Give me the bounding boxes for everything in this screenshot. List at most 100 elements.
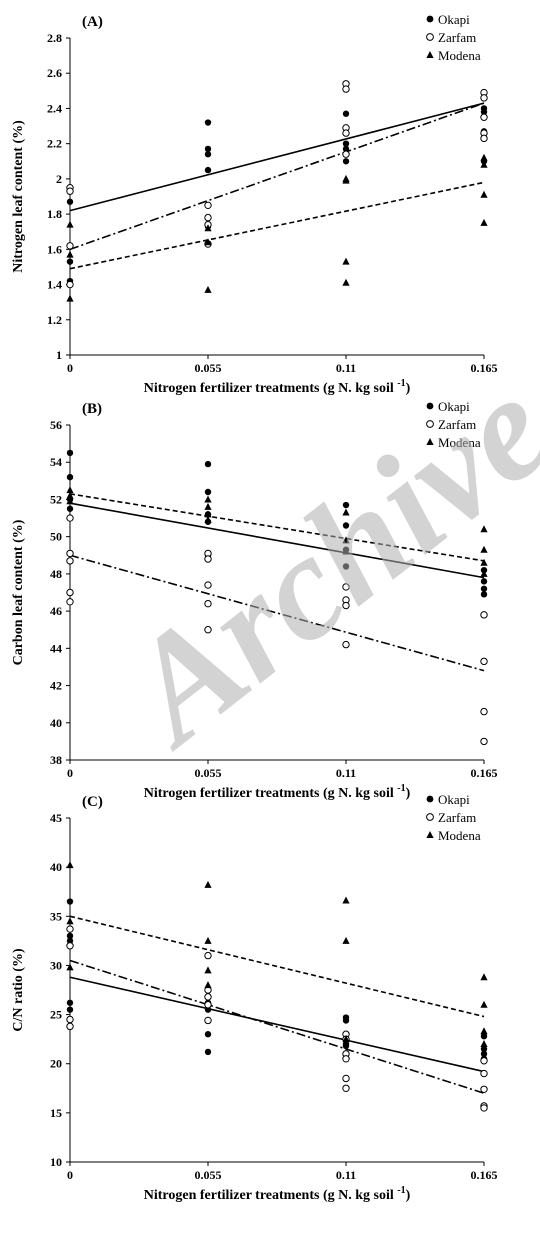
panel-c-point-modena	[204, 966, 212, 974]
panel-b-x-tick-label: 0.055	[195, 766, 222, 780]
panel-c-point-okapi	[480, 1045, 488, 1053]
panel-b-x-tick-label: 0.11	[336, 766, 356, 780]
panel-a-legend-modena-marker	[426, 51, 434, 58]
panel-c-legend-okapi-marker	[426, 795, 434, 803]
panel-c-point-modena	[342, 896, 350, 904]
panel-a-point-okapi	[66, 198, 74, 205]
panel-b-y-tick-label: 56	[50, 418, 62, 432]
panel-a-y-tick-label: 1.6	[47, 242, 62, 256]
panel-b-label: (B)	[82, 401, 102, 417]
panel-a-y-tick-label: 2	[56, 172, 62, 186]
panel-b-x-axis-title: Nitrogen fertilizer treatments (g N. kg …	[144, 783, 411, 801]
panel-b-point-zarfam	[342, 583, 350, 591]
panel-c-point-zarfam	[342, 1074, 350, 1083]
panel-b-point-modena	[480, 569, 488, 577]
panel-a-legend-zarfam-marker	[426, 33, 434, 41]
panel-a-x-tick-label: 0.11	[336, 361, 356, 375]
panel-b-point-zarfam	[66, 598, 74, 606]
panel-a-y-tick-label: 1.4	[47, 278, 62, 292]
panel-b-legend-okapi-marker	[426, 402, 434, 410]
panel-b-point-zarfam	[480, 707, 488, 716]
panel-b-point-modena	[204, 495, 212, 503]
panel-a-point-zarfam	[342, 129, 350, 137]
panel-c-trend-modena	[69, 915, 485, 1018]
panel-b-point-zarfam	[66, 514, 74, 522]
panel-a-x-tick-label: 0.165	[471, 361, 498, 375]
panel-b-point-zarfam	[204, 555, 212, 563]
panel-c-point-zarfam	[480, 1085, 488, 1093]
panel-c-legend-zarfam-marker	[426, 813, 434, 821]
panel-a-legend-zarfam-label: Zarfam	[438, 30, 476, 45]
panel-a-point-zarfam	[66, 187, 74, 195]
panel-c-point-okapi	[204, 1031, 212, 1038]
panel-a-y-tick-label: 2.6	[47, 66, 62, 80]
panel-b-point-modena	[204, 502, 212, 510]
panel-b-point-okapi	[480, 591, 488, 598]
panel-a-point-okapi	[480, 108, 488, 116]
panel-b-point-modena	[66, 491, 74, 499]
panel-b-point-zarfam	[204, 626, 212, 634]
panel-b-point-modena	[480, 558, 488, 566]
panel-a-point-zarfam	[204, 213, 212, 222]
panel-b-y-tick-label: 42	[50, 679, 62, 693]
panel-b-y-axis-title: Carbon leaf content (%)	[11, 519, 26, 665]
panel-a-point-okapi	[66, 258, 74, 265]
panel-b-point-modena	[66, 497, 74, 505]
panel-b-point-zarfam	[480, 737, 488, 746]
panel-a-point-zarfam	[66, 242, 74, 250]
panel-b-trend-modena	[69, 493, 485, 562]
panel-a-label: (A)	[82, 14, 103, 30]
panel-b-y-tick-label: 44	[50, 641, 62, 655]
panel-b-trend-zarfam	[69, 554, 485, 672]
panel-c-point-modena	[204, 936, 212, 944]
panel-c-point-zarfam	[66, 1015, 74, 1024]
panel-b-point-okapi	[480, 578, 488, 585]
panel-b-y-tick-label: 46	[50, 604, 62, 618]
panel-c-x-tick-label: 0.055	[195, 1168, 222, 1182]
panel-a-point-okapi	[204, 145, 212, 153]
panel-b-point-zarfam	[342, 640, 350, 649]
panel-a-point-modena	[480, 153, 488, 161]
panel-a-point-modena	[66, 250, 74, 258]
panel-a-point-modena	[480, 160, 488, 168]
panel-b-legend-zarfam-label: Zarfam	[438, 417, 476, 432]
panel-b-point-okapi	[204, 460, 212, 468]
panel-a-point-zarfam	[342, 85, 350, 93]
panel-a-point-zarfam	[66, 280, 74, 289]
panel-c-label: (C)	[82, 794, 103, 810]
panel-c-point-modena	[480, 1000, 488, 1008]
panel-c-y-tick-label: 35	[50, 909, 62, 923]
panel-c-x-tick-label: 0.11	[336, 1168, 356, 1182]
panel-c-legend-okapi-label: Okapi	[438, 792, 470, 807]
panel-b-point-zarfam	[342, 601, 350, 610]
panel-a-point-modena	[204, 238, 212, 246]
panel-a-point-okapi	[342, 110, 350, 117]
panel-c-y-axis-title: C/N ratio (%)	[11, 948, 26, 1032]
panel-c-point-zarfam	[66, 942, 74, 950]
panel-c-point-zarfam	[480, 1057, 488, 1065]
panel-c-point-okapi	[342, 1042, 350, 1050]
panel-a-y-tick-label: 2.4	[47, 101, 62, 115]
panel-b-y-tick-label: 50	[50, 530, 62, 544]
panel-b-point-modena	[342, 508, 350, 516]
panel-a-point-okapi	[342, 158, 350, 165]
panel-a-point-zarfam	[480, 113, 488, 121]
panel-c-y-tick-label: 45	[50, 811, 62, 825]
panel-a-point-modena	[204, 224, 212, 232]
panel-a-point-okapi	[342, 145, 350, 153]
panel-b-point-zarfam	[66, 549, 74, 558]
panel-c-point-zarfam	[204, 1016, 212, 1025]
panel-c-point-okapi	[66, 932, 74, 940]
panel-b-point-zarfam	[480, 657, 488, 666]
panel-a-y-tick-label: 1.8	[47, 207, 62, 221]
panel-a-point-modena	[342, 176, 350, 184]
panel-c-point-okapi	[342, 1017, 350, 1024]
panel-a-trend-modena	[69, 181, 485, 270]
panel-a-point-modena	[480, 218, 488, 226]
panel-a-x-axis-title-end: )	[406, 381, 411, 396]
panel-c-point-zarfam	[342, 1084, 350, 1092]
panel-c-point-modena	[480, 1027, 488, 1035]
panel-a-point-modena	[66, 294, 74, 302]
panel-b-point-okapi	[66, 473, 74, 481]
